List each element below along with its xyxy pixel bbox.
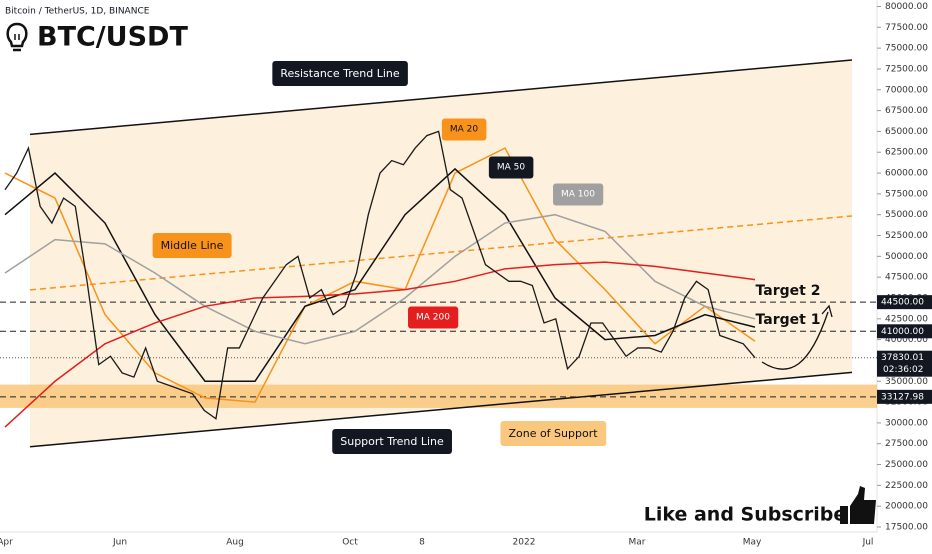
x-tick-label: Jun (112, 538, 127, 548)
y-tick-label: 75000.00 (885, 44, 928, 54)
last-price-bg (877, 350, 932, 377)
level-label: 41000.00 (881, 327, 924, 337)
annotation: Target 1 (756, 312, 821, 328)
annotation-label: MA 20 (450, 125, 479, 135)
last-price-label: 37830.01 (881, 353, 924, 363)
y-tick-label: 47500.00 (885, 273, 928, 283)
x-tick-label: 8 (419, 538, 425, 548)
projection-arrowhead (821, 304, 833, 318)
y-tick-label: 80000.00 (885, 2, 928, 12)
y-tick-label: 25000.00 (885, 460, 928, 470)
annotation: MA 50 (488, 156, 534, 179)
y-tick-label: 60000.00 (885, 169, 928, 179)
annotation-label: Resistance Trend Line (280, 67, 400, 80)
moving-average (4, 167, 756, 383)
y-tick-label: 72500.00 (885, 64, 928, 74)
annotation: MA 20 (441, 118, 487, 141)
annotation-label: Support Trend Line (340, 435, 444, 448)
annotation-label: MA 200 (416, 313, 450, 323)
annotation: Support Trend Line (332, 429, 452, 454)
trend-line (29, 59, 853, 136)
annotation-bg (332, 429, 452, 454)
annotation-bg (500, 421, 607, 446)
level-label: 44500.00 (881, 298, 924, 308)
annotation-bg (272, 61, 408, 86)
y-tick-label: 20000.00 (885, 502, 928, 512)
annotation-label: MA 50 (497, 163, 526, 173)
moving-average (4, 213, 756, 345)
annotation-label: Like and Subscribe (644, 504, 847, 526)
y-tick-label: 65000.00 (885, 127, 928, 137)
annotation-bg (152, 233, 232, 258)
annotation-label: Middle Line (161, 239, 224, 252)
level-label: 33127.98 (881, 392, 924, 402)
x-tick-label: 2022 (513, 538, 536, 548)
bulb-icon (6, 22, 28, 52)
y-tick-label: 70000.00 (885, 85, 928, 95)
x-tick-label: May (743, 538, 762, 548)
annotation-label: MA 100 (561, 190, 595, 200)
annotation: Middle Line (152, 233, 232, 258)
trend-line (29, 215, 853, 291)
thumbs-up-icon (840, 486, 876, 524)
chart-title: BTC/USDT (37, 22, 188, 53)
moving-average (4, 261, 756, 428)
x-tick-label: Jul (862, 538, 874, 548)
y-tick-label: 17500.00 (885, 523, 928, 533)
y-tick-label: 22500.00 (885, 481, 928, 491)
y-tick-label: 30000.00 (885, 418, 928, 428)
y-tick-label: 77500.00 (885, 23, 928, 33)
annotation-bg (408, 306, 459, 329)
annotation: MA 200 (408, 306, 459, 329)
y-tick-label: 57500.00 (885, 189, 928, 199)
projection-arrow (761, 311, 829, 370)
annotation-label: Target 1 (756, 312, 821, 328)
annotation-label: Target 2 (756, 283, 821, 299)
annotation-label: Zone of Support (508, 427, 598, 440)
moving-average (4, 147, 756, 403)
y-tick-label: 62500.00 (885, 148, 928, 158)
x-tick-label: Aug (226, 538, 244, 548)
y-tick-label: 40000.00 (885, 335, 928, 345)
support-zone (0, 384, 877, 408)
y-tick-label: 27500.00 (885, 439, 928, 449)
x-tick-label: Mar (629, 538, 646, 548)
price-line (4, 130, 756, 420)
annotation: Zone of Support (500, 421, 607, 446)
trend-line (29, 371, 853, 448)
x-tick-label: Oct (342, 538, 358, 548)
annotation: Like and Subscribe (644, 504, 847, 526)
level-label-bg (877, 295, 932, 310)
annotation-bg (488, 156, 534, 179)
y-tick-label: 52500.00 (885, 231, 928, 241)
annotation-bg (553, 183, 604, 206)
y-tick-label: 42500.00 (885, 314, 928, 324)
level-label-bg (877, 389, 932, 404)
y-tick-label: 50000.00 (885, 252, 928, 262)
annotation: MA 100 (553, 183, 604, 206)
y-tick-label: 35000.00 (885, 377, 928, 387)
x-tick-label: Apr (0, 538, 13, 548)
annotation-bg (441, 118, 487, 141)
countdown-label: 02:36:02 (883, 365, 923, 375)
chart-source: Bitcoin / TetherUS, 1D, BINANCE (5, 7, 150, 17)
level-label-bg (877, 324, 932, 339)
annotation: Resistance Trend Line (272, 61, 408, 86)
y-tick-label: 67500.00 (885, 106, 928, 116)
annotation: Target 2 (756, 283, 821, 299)
y-tick-label: 55000.00 (885, 210, 928, 220)
